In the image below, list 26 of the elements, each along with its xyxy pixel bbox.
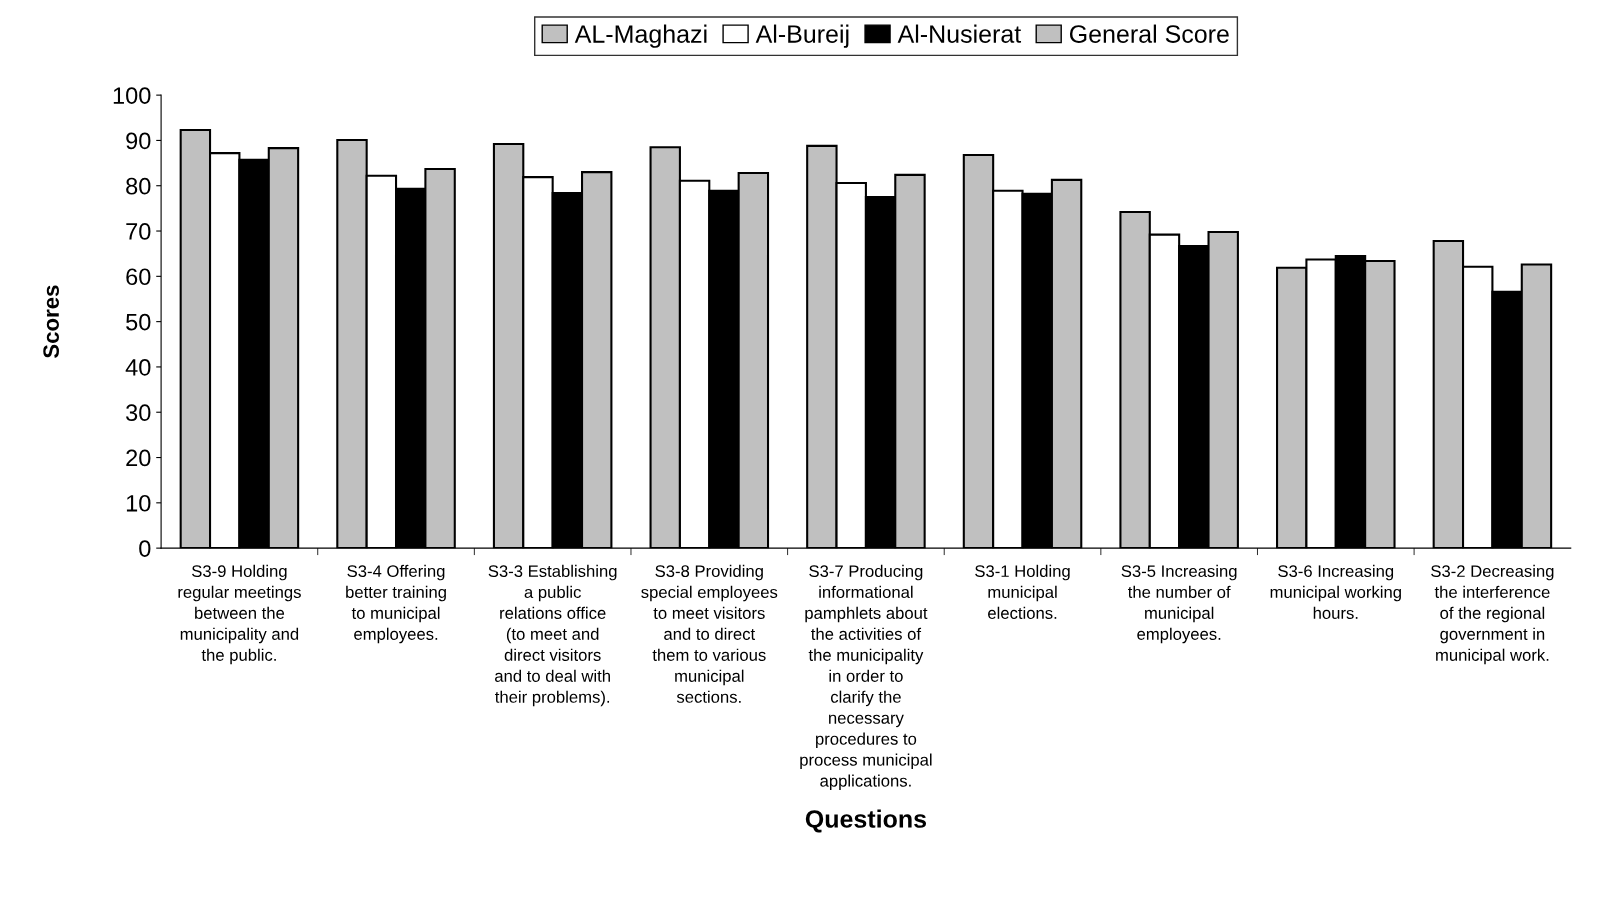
legend-label: Al-Bureij xyxy=(755,24,849,48)
x-tick-label: S3-3 Establishing a public relations office (to meet and direct visitors and to deal with their problems). xyxy=(488,564,617,707)
x-axis-title: Questions xyxy=(805,809,927,833)
y-tick-label: 50 xyxy=(126,313,151,331)
y-tick-label: 100 xyxy=(113,87,151,104)
legend-label: Al-Nusierat xyxy=(897,24,1022,43)
x-tick-label: S3-1 Holding municipal elections. xyxy=(975,564,1070,619)
x-tick-label: S3-6 Increasing municipal working hours. xyxy=(1270,564,1401,619)
x-tick-label: S3-9 Holding regular meetings between the municipality and the public. xyxy=(178,564,301,665)
y-tick-label: 90 xyxy=(126,132,151,150)
x-tick-label: S3-8 Providing special employees to meet visitors and to direct them to various municipal sections. xyxy=(641,564,778,703)
y-tick-label: 30 xyxy=(126,404,151,422)
legend-label: General Score xyxy=(1069,24,1229,43)
x-tick-label: S3-4 Offering better training to municipal employees. xyxy=(346,564,446,644)
y-tick-label: 70 xyxy=(126,223,151,240)
y-tick-label: 60 xyxy=(126,268,151,286)
y-tick-label: 0 xyxy=(139,540,151,557)
category-label: S3-7 Producing informational pamphlets about the activities of the municipality in order to clarify the necessary procedures to process municipal applications. xyxy=(800,564,932,791)
x-tick-label: S3-2 Decreasing the interference of the regional government in municipal work. xyxy=(1431,564,1554,665)
y-tick-label: 20 xyxy=(126,449,151,467)
y-tick-label: 80 xyxy=(126,177,151,195)
y-axis-title: Scores xyxy=(43,285,59,359)
y-tick-label: 10 xyxy=(126,494,151,512)
x-tick-label: S3-5 Increasing the number of municipal employees. xyxy=(1121,564,1237,644)
y-tick-label: 40 xyxy=(125,359,151,376)
legend-label: AL-Maghazi xyxy=(574,24,707,48)
